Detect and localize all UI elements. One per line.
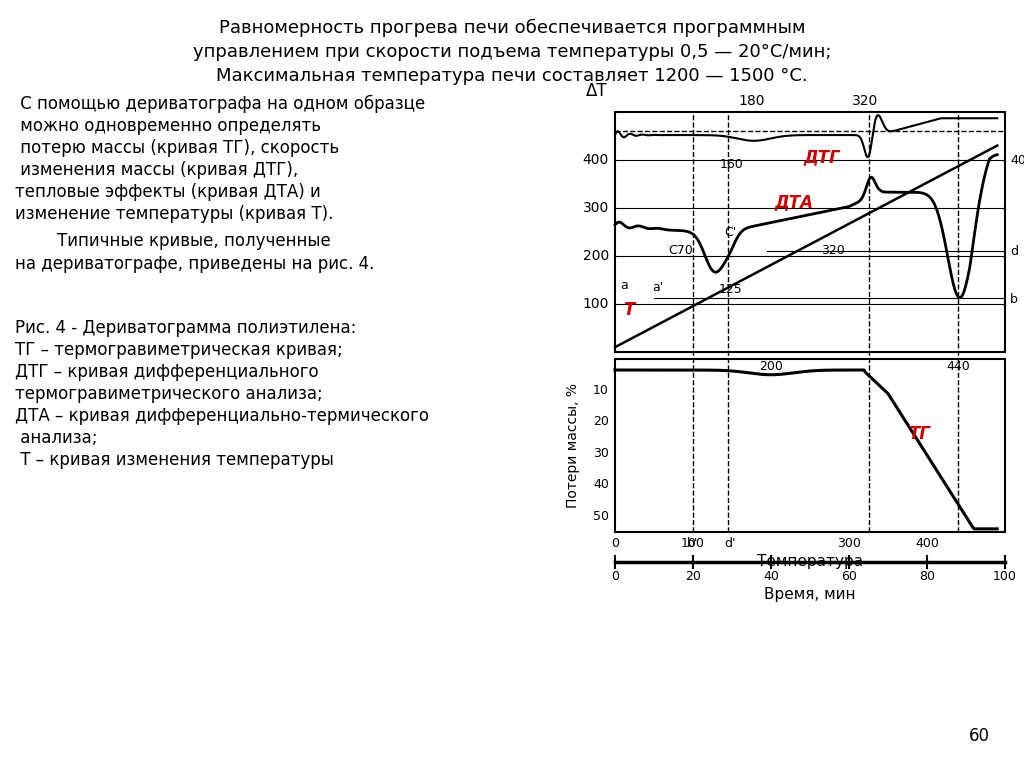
Text: ДТГ – кривая дифференциального: ДТГ – кривая дифференциального	[15, 363, 318, 381]
Text: ДТА: ДТА	[775, 193, 814, 211]
Text: потерю массы (кривая ТГ), скорость: потерю массы (кривая ТГ), скорость	[15, 139, 339, 157]
Text: 125: 125	[719, 283, 742, 296]
Text: 200: 200	[759, 360, 783, 374]
Text: 400: 400	[915, 537, 939, 550]
Text: 50: 50	[593, 510, 609, 523]
Text: Равномерность прогрева печи обеспечивается программным: Равномерность прогрева печи обеспечивает…	[219, 19, 805, 38]
Text: 80: 80	[919, 570, 935, 583]
Text: изменения массы (кривая ДТГ),: изменения массы (кривая ДТГ),	[15, 161, 298, 179]
Text: управлением при скорости подъема температуры 0,5 — 20°С/мин;: управлением при скорости подъема темпера…	[193, 43, 831, 61]
Text: Т: Т	[624, 301, 635, 319]
Text: 40: 40	[593, 479, 609, 492]
Text: Потери массы, %: Потери массы, %	[566, 383, 580, 508]
Text: ДТГ: ДТГ	[803, 149, 840, 166]
Text: 100: 100	[681, 537, 705, 550]
Text: ΔТ: ΔТ	[586, 82, 607, 100]
Text: 160: 160	[720, 158, 743, 171]
Text: 440: 440	[946, 360, 970, 374]
Text: d': d'	[725, 537, 736, 550]
Text: Максимальная температура печи составляет 1200 — 1500 °С.: Максимальная температура печи составляет…	[216, 67, 808, 85]
Text: 320: 320	[821, 244, 845, 257]
Text: a': a'	[652, 281, 664, 294]
Text: ТГ – термогравиметрическая кривая;: ТГ – термогравиметрическая кривая;	[15, 341, 343, 359]
Text: анализа;: анализа;	[15, 429, 97, 447]
Text: 400: 400	[1010, 153, 1024, 166]
Text: 60: 60	[969, 727, 990, 745]
Text: 100: 100	[993, 570, 1017, 583]
Text: изменение температуры (кривая Т).: изменение температуры (кривая Т).	[15, 205, 334, 223]
Text: 400: 400	[583, 153, 609, 167]
Text: тепловые эффекты (кривая ДТА) и: тепловые эффекты (кривая ДТА) и	[15, 183, 321, 201]
Text: 0: 0	[611, 537, 618, 550]
Text: b': b'	[687, 537, 698, 550]
Text: Температура: Температура	[757, 554, 863, 569]
Text: 60: 60	[841, 570, 857, 583]
Text: 320: 320	[852, 94, 878, 108]
Text: Т – кривая изменения температуры: Т – кривая изменения температуры	[15, 451, 334, 469]
Text: С помощью дериватографа на одном образце: С помощью дериватографа на одном образце	[15, 95, 425, 114]
Text: d: d	[1010, 245, 1018, 258]
Text: b: b	[1010, 293, 1018, 306]
Text: 200: 200	[583, 249, 609, 263]
Text: можно одновременно определять: можно одновременно определять	[15, 117, 321, 135]
Text: ТГ: ТГ	[908, 426, 930, 443]
Text: Рис. 4 - Дериватограмма полиэтилена:: Рис. 4 - Дериватограмма полиэтилена:	[15, 319, 356, 337]
Text: a: a	[621, 279, 629, 292]
Text: 30: 30	[593, 447, 609, 460]
Text: ДТА – кривая дифференциально-термического: ДТА – кривая дифференциально-термическог…	[15, 407, 429, 425]
Text: термогравиметрического анализа;: термогравиметрического анализа;	[15, 385, 323, 403]
Text: 20: 20	[593, 416, 609, 429]
Text: Время, мин: Время, мин	[764, 587, 856, 602]
Text: на дериватографе, приведены на рис. 4.: на дериватографе, приведены на рис. 4.	[15, 255, 375, 273]
Text: 100: 100	[583, 297, 609, 311]
Text: С70: С70	[668, 244, 693, 257]
Text: С': С'	[724, 226, 736, 239]
Text: 40: 40	[763, 570, 779, 583]
Text: 10: 10	[593, 384, 609, 397]
Text: Типичные кривые, полученные: Типичные кривые, полученные	[15, 232, 331, 250]
Text: 300: 300	[583, 201, 609, 215]
Text: 0: 0	[611, 570, 618, 583]
Text: 300: 300	[837, 537, 861, 550]
Text: 180: 180	[738, 94, 765, 108]
Text: 20: 20	[685, 570, 701, 583]
